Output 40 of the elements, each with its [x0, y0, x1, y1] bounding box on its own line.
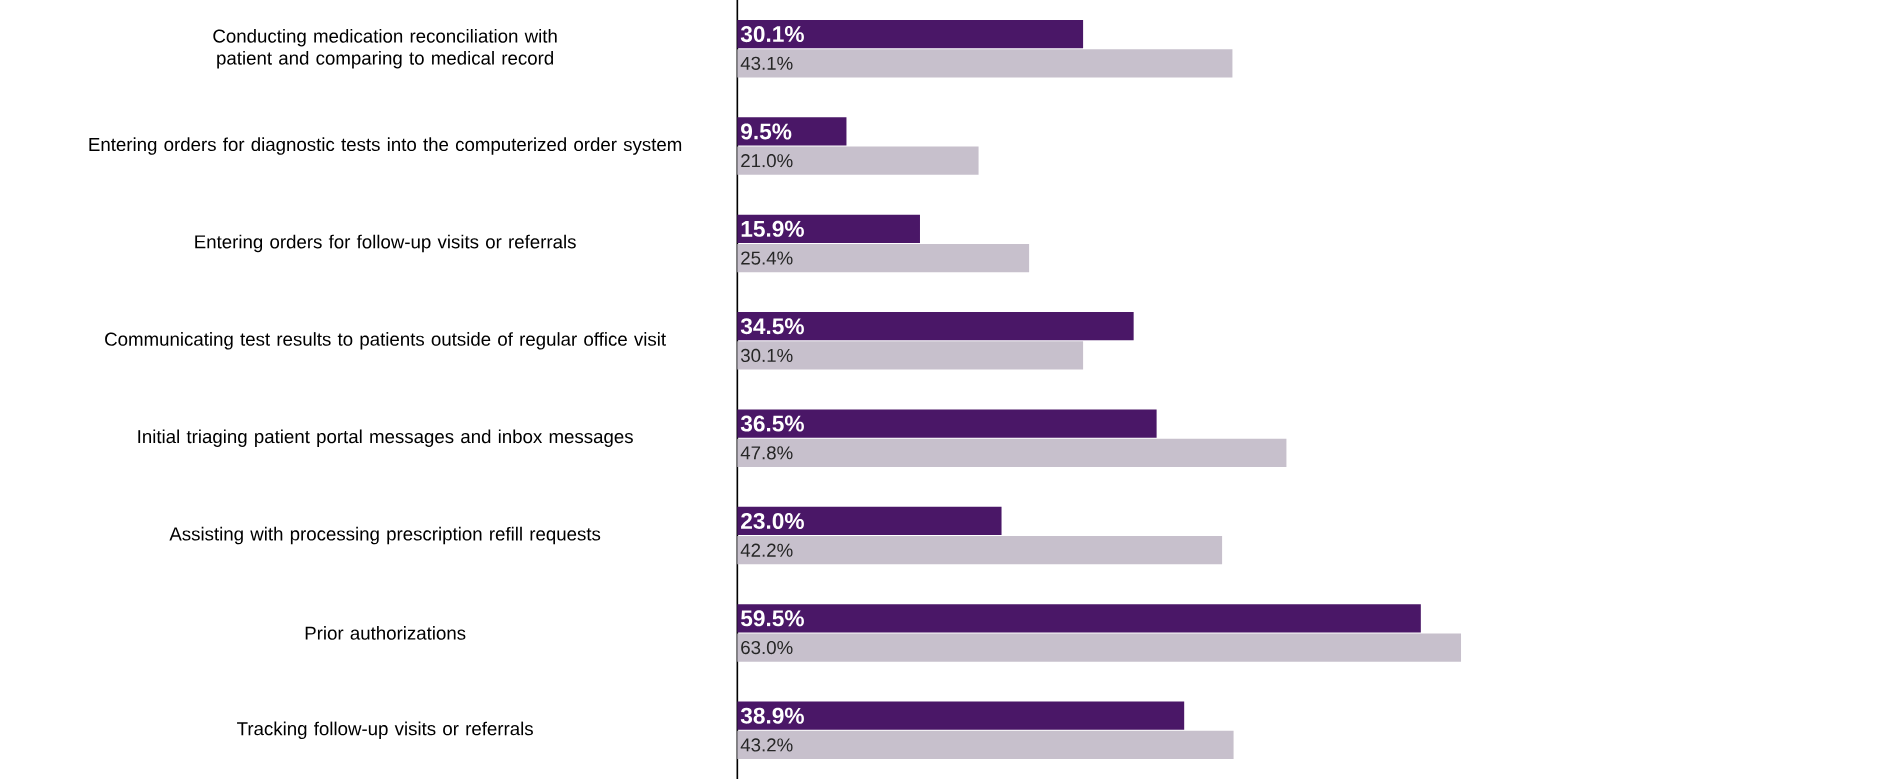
bar — [737, 604, 1421, 633]
data-label: 59.5% — [740, 610, 804, 627]
y-tick-label: Entering orders for follow-up visits or referrals — [195, 234, 576, 253]
y-tick-label: Communicating test results to patients outside of regular office visit — [105, 332, 666, 350]
bar — [737, 730, 1234, 760]
bar — [737, 409, 1157, 438]
bar — [737, 312, 1134, 341]
data-label: 9.5% — [741, 123, 792, 140]
data-label: 43.1% — [740, 56, 793, 70]
bar — [737, 117, 847, 146]
y-tick-label: Initial triaging patient portal messages and inbox messages — [138, 429, 633, 447]
bar — [737, 49, 1233, 78]
data-label: 15.9% — [741, 220, 804, 237]
y-tick-label: Tracking follow-up visits or referrals — [237, 721, 533, 740]
data-label: 30.1% — [740, 26, 804, 43]
y-tick-label: Prior authorizations — [305, 626, 466, 640]
data-label: 36.5% — [740, 415, 804, 432]
data-label: 21.0% — [741, 154, 793, 168]
bar — [737, 19, 1084, 49]
data-label: 23.0% — [741, 512, 804, 529]
data-label: 43.2% — [740, 738, 793, 752]
bar — [737, 214, 920, 243]
bar — [737, 146, 979, 175]
bar — [737, 633, 1462, 662]
data-label: 47.8% — [740, 446, 793, 460]
data-label: 38.9% — [740, 707, 804, 724]
data-label: 25.4% — [741, 251, 793, 265]
y-tick-label: Assisting with processing prescription refill requests — [169, 526, 601, 545]
bar — [737, 506, 1002, 536]
data-label: 63.0% — [741, 640, 793, 655]
y-tick-label: Conducting medication reconciliation with patient and comparing to medical record — [213, 28, 557, 69]
bar — [737, 341, 1084, 370]
data-label: 34.5% — [740, 318, 804, 335]
bar — [737, 243, 1030, 273]
data-label: 42.2% — [740, 543, 793, 557]
bar — [737, 536, 1223, 565]
data-label: 30.1% — [740, 348, 793, 363]
bar — [737, 701, 1185, 730]
bar — [737, 438, 1287, 467]
y-tick-label: Entering orders for diagnostic tests into the computerized order system — [89, 137, 682, 155]
